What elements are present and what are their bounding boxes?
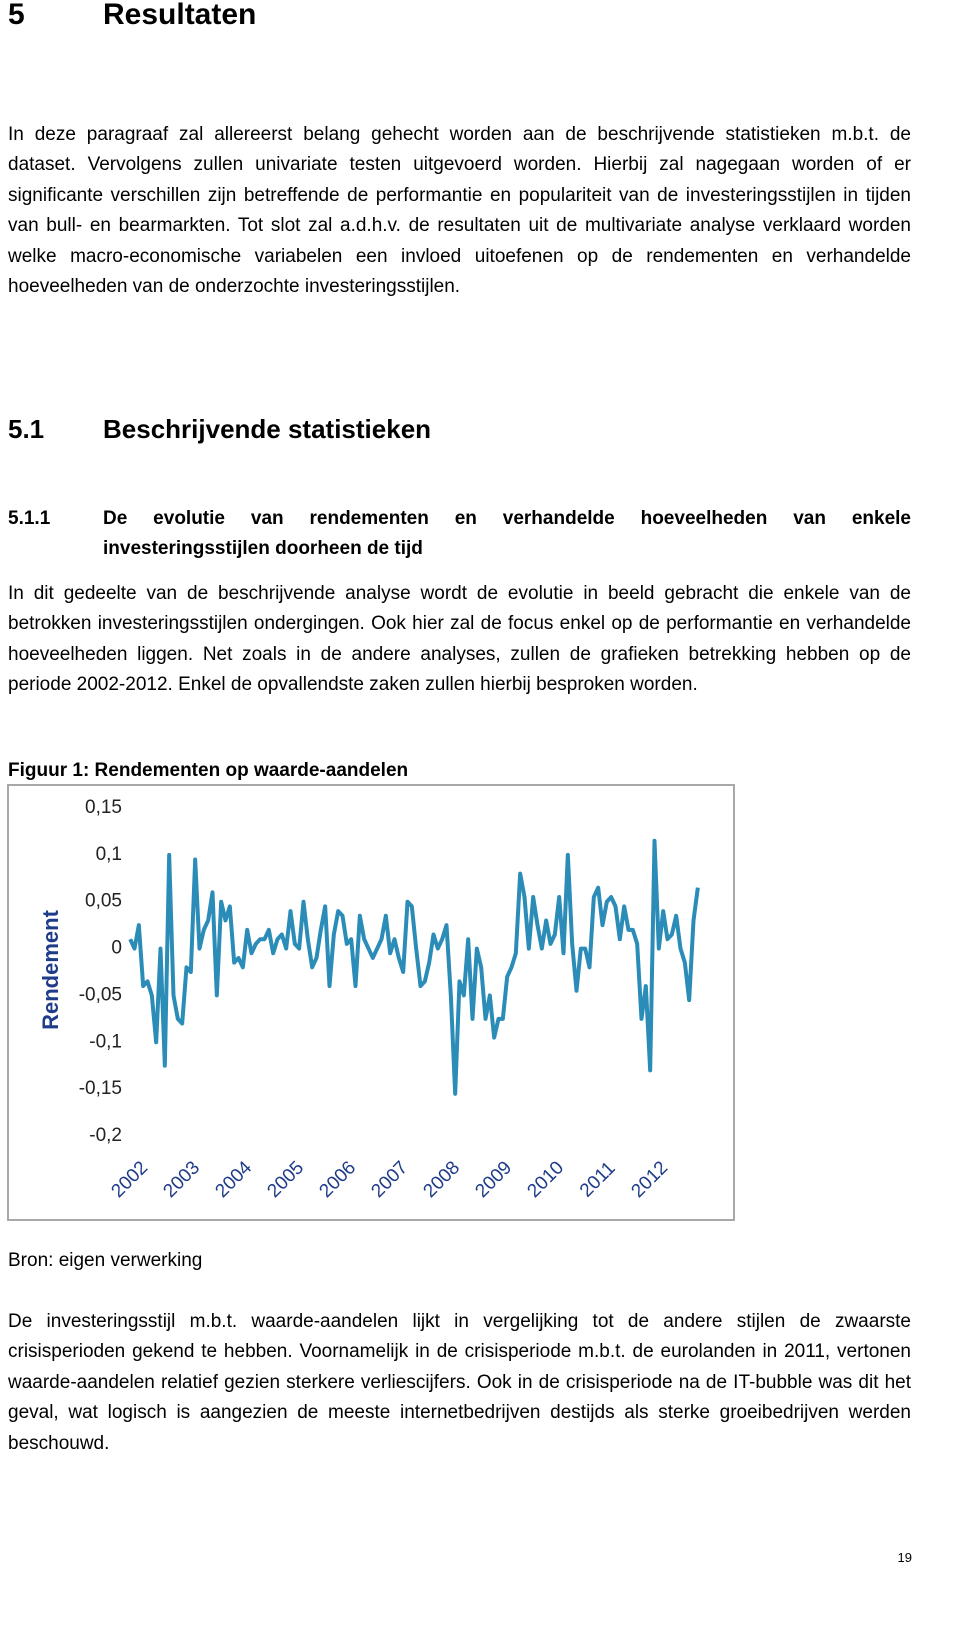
- subsection-number: 5.1.1: [8, 508, 51, 529]
- subsection-title: De evolutie van rendementen en verhandel…: [103, 508, 911, 560]
- chart: Rendement 0,15 0,1 0,05 0 -0,05 -0,1 -0,15 -0,2…: [7, 784, 735, 1221]
- y-tick-label: -0,2: [89, 1125, 122, 1146]
- data-line: [128, 838, 700, 1096]
- section-number: 5.1: [8, 414, 45, 444]
- y-axis-label: Rendement: [38, 909, 63, 1029]
- paragraph: De investeringsstijl m.b.t. waarde-aande…: [8, 1311, 911, 1454]
- source: Bron: eigen verwerking: [8, 1250, 203, 1271]
- page-number: 19: [897, 1550, 912, 1565]
- y-tick-label: 0: [111, 938, 122, 959]
- section-title: Beschrijvende statistieken: [103, 414, 432, 444]
- chart-frame: [7, 784, 735, 1221]
- intro-paragraph: In deze paragraaf zal allereerst belang …: [8, 124, 911, 298]
- heading-title: Resultaten: [103, 0, 257, 31]
- heading-number: 5: [8, 0, 25, 31]
- y-tick-label: 0,1: [96, 844, 122, 865]
- figure-caption: Figuur 1: Rendementen op waarde-aandelen: [8, 760, 409, 781]
- y-tick-label: 0,05: [85, 891, 122, 912]
- y-tick-label: -0,1: [89, 1031, 122, 1052]
- y-tick-label: -0,15: [79, 1078, 122, 1099]
- y-tick-label: -0,05: [79, 984, 122, 1005]
- y-tick-label: 0,15: [85, 797, 122, 818]
- paragraph: In dit gedeelte van de beschrijvende ana…: [8, 583, 911, 696]
